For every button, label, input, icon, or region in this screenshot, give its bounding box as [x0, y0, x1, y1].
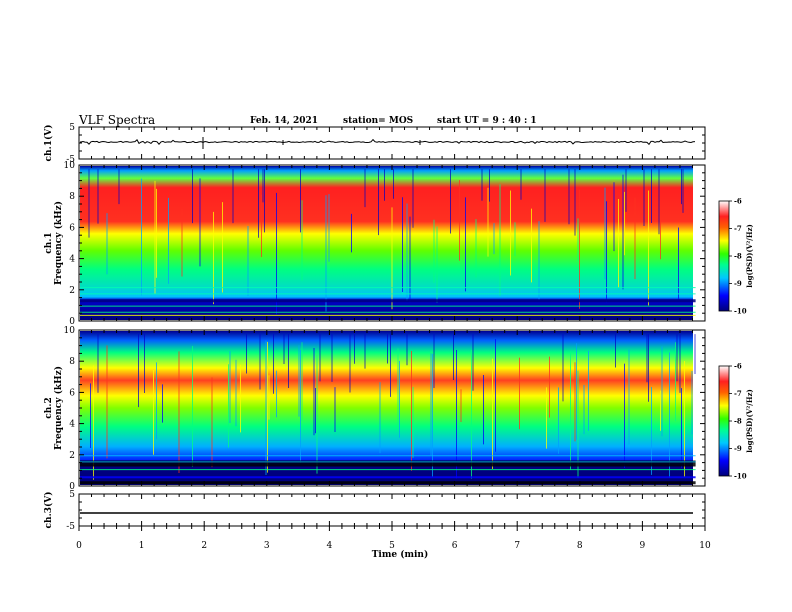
ytick-label-panel2-3: 6 — [69, 388, 75, 398]
ytick-label-panel0-0: 5 — [69, 123, 75, 133]
ytick-label-panel2-0: 0 — [69, 482, 75, 492]
ch2-colorbar-tick-1: -7 — [734, 389, 742, 398]
ch2-colorbar-tick-4: -10 — [734, 472, 747, 481]
ytick-label-panel2-5: 10 — [64, 326, 76, 336]
ch1-colorbar-tick-2: -8 — [734, 252, 742, 261]
header-date: Feb. 14, 2021 — [250, 116, 318, 126]
ytick-label-panel2-1: 2 — [69, 451, 75, 461]
header-station: station= MOS — [343, 116, 413, 126]
axis-ticks — [78, 126, 706, 531]
ch1-colorbar-tick-3: -9 — [734, 279, 742, 288]
ytick-label-panel1-5: 10 — [64, 161, 76, 171]
xtick-label-10: 10 — [699, 541, 711, 551]
ch1-colorbar-tick-0: -6 — [734, 197, 742, 206]
ch1-colorbar: -6 -7 -8 -9 -10 log(PSD)(V²/Hz) — [718, 197, 754, 316]
xtick-label-0: 0 — [76, 541, 82, 551]
ch2-colorbar-label: log(PSD)(V²/Hz) — [745, 389, 754, 453]
svg-text:Frequency (kHz): Frequency (kHz) — [53, 366, 64, 450]
ch1-waveform-panel — [78, 126, 706, 160]
ch2-spectrogram — [80, 331, 693, 485]
x-tick-labels: 0 1 2 3 4 5 6 7 8 9 10 — [76, 541, 711, 551]
xtick-label-8: 8 — [577, 541, 583, 551]
ch1-spectrogram — [80, 166, 693, 320]
ytick-label-panel2-2: 4 — [69, 420, 75, 430]
ch2-colorbar: -6 -7 -8 -9 -10 log(PSD)(V²/Hz) — [718, 362, 754, 481]
ch2-spectrogram-texture — [80, 334, 696, 485]
figure-title: VLF Spectra — [78, 113, 155, 127]
ch1-spectrogram-ylabel: ch.1 Frequency (kHz) — [44, 201, 64, 285]
header-start-time: start UT = 9 : 40 : 1 — [437, 116, 537, 126]
ch2-colorbar-tick-2: -8 — [734, 417, 742, 426]
ytick-label-panel1-1: 2 — [69, 286, 75, 296]
svg-text:Frequency (kHz): Frequency (kHz) — [53, 201, 64, 285]
xtick-label-7: 7 — [514, 541, 520, 551]
ch2-colorbar-tick-3: -9 — [734, 444, 742, 453]
ytick-label-panel0-1: -5 — [66, 155, 75, 165]
ch2-colorbar-tick-0: -6 — [734, 362, 742, 371]
xtick-label-9: 9 — [640, 541, 646, 551]
ytick-label-panel3-0: 5 — [69, 490, 75, 500]
ytick-label-panel2-4: 8 — [69, 357, 75, 367]
ytick-label-panel1-4: 8 — [69, 192, 75, 202]
xtick-label-6: 6 — [452, 541, 458, 551]
ch1-spectrogram-texture — [80, 169, 696, 316]
xtick-label-1: 1 — [139, 541, 145, 551]
svg-text:ch.1: ch.1 — [44, 232, 54, 253]
ytick-label-panel3-1: -5 — [66, 522, 75, 532]
xtick-label-4: 4 — [327, 541, 333, 551]
ch2-spectrogram-ylabel: ch.2 Frequency (kHz) — [44, 366, 64, 450]
xtick-label-3: 3 — [264, 541, 270, 551]
ch3-waveform-ylabel: ch.3(V) — [43, 492, 54, 529]
x-axis-label: Time (min) — [372, 549, 429, 560]
ytick-label-panel1-0: 0 — [69, 317, 75, 327]
xtick-label-5: 5 — [389, 541, 395, 551]
ch1-colorbar-tick-1: -7 — [734, 224, 742, 233]
svg-text:ch.2: ch.2 — [44, 397, 54, 418]
ch1-colorbar-tick-4: -10 — [734, 307, 747, 316]
ytick-label-panel1-3: 6 — [69, 223, 75, 233]
ch1-waveform-ylabel: ch.1(V) — [43, 125, 54, 162]
ch1-waveform-trace — [80, 137, 696, 149]
xtick-label-2: 2 — [201, 541, 207, 551]
ch1-colorbar-label: log(PSD)(V²/Hz) — [745, 224, 754, 288]
ytick-label-panel1-2: 4 — [69, 255, 75, 265]
